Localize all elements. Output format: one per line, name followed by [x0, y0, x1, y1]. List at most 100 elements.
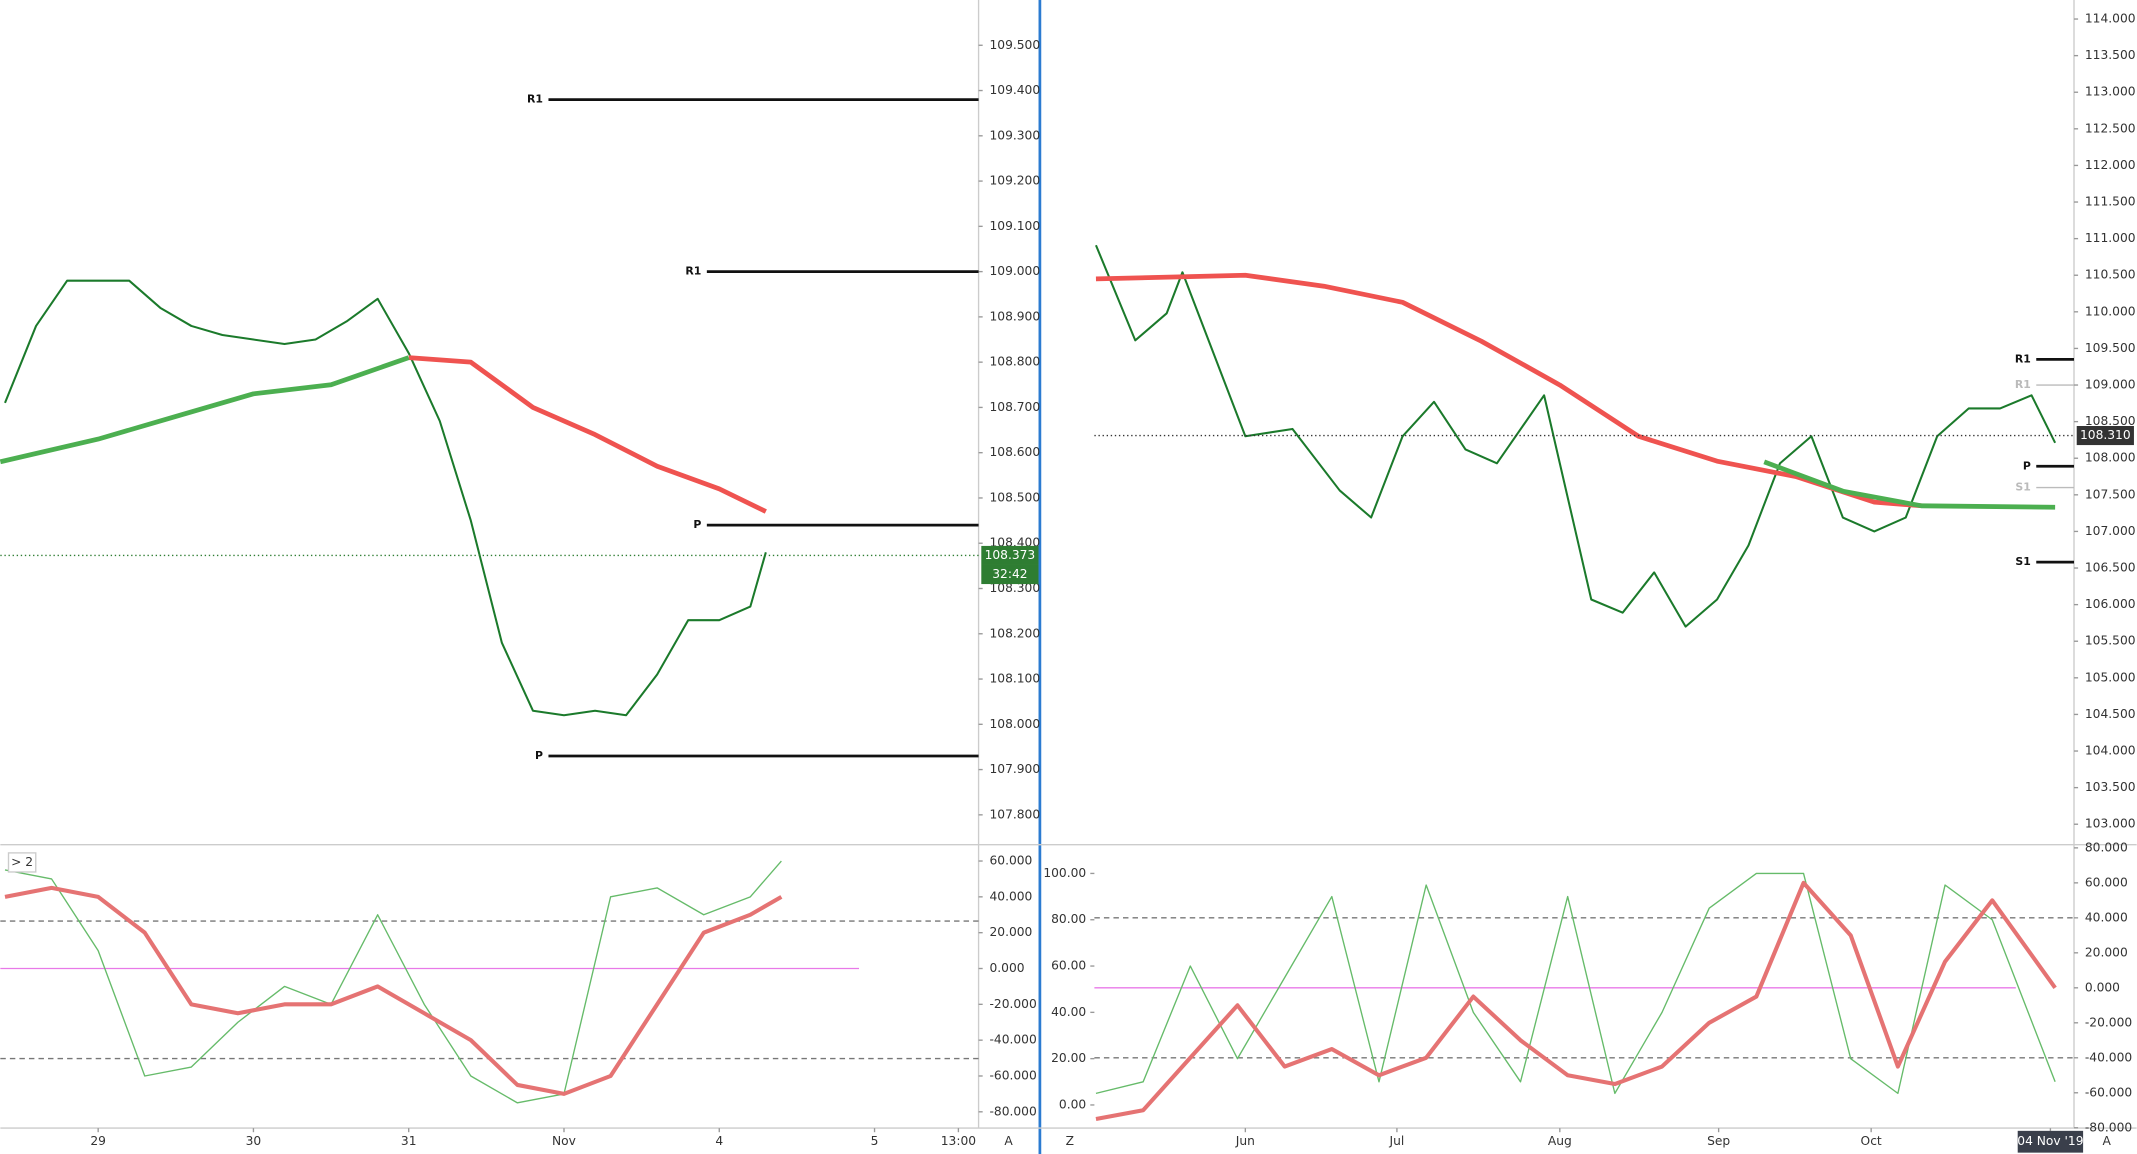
y-tick-label: 112.000 [2085, 158, 2136, 172]
pivot-label: P [2023, 459, 2031, 472]
y-tick-label: 108.200 [989, 626, 1040, 640]
y-tick-label: 108.100 [989, 672, 1040, 686]
x-tick-label: 5 [871, 1134, 879, 1148]
pane-tag: > 2 [11, 855, 33, 869]
pivot-label: S1 [2015, 481, 2030, 494]
price-tag-label: 108.373 [985, 548, 1036, 562]
y-tick-label: 111.000 [2085, 231, 2136, 245]
x-tick-label: Nov [552, 1134, 576, 1148]
y-tick-label: 109.000 [989, 264, 1040, 278]
pivot-label: P [535, 749, 543, 762]
y-tick-label: 107.900 [989, 762, 1040, 776]
pivot-label: S1 [2015, 555, 2030, 568]
y-tick-label: 108.300 [989, 581, 1040, 595]
y2-tick-label: 40.000 [2085, 910, 2128, 924]
y-tick-label: 113.000 [2085, 85, 2136, 99]
y-tick-label: 112.500 [2085, 121, 2136, 135]
y-tick-label: 0.000 [989, 961, 1024, 975]
y-tick-label: 107.500 [2085, 487, 2136, 501]
price-tag [981, 545, 1039, 565]
y-tick-label: -60.000 [989, 1068, 1036, 1082]
y-tick-label: 108.900 [989, 309, 1040, 323]
series-line [1095, 244, 2057, 628]
y-tick-label: 109.500 [2085, 341, 2136, 355]
y-tick-label: 111.500 [2085, 195, 2136, 209]
y-tick-label: 20.00 [1051, 1051, 1086, 1065]
x-tick-label: 31 [401, 1134, 417, 1148]
y-tick-label: 109.300 [989, 128, 1040, 142]
y-tick-label: 109.100 [989, 219, 1040, 233]
y-tick-label: 108.000 [2085, 451, 2136, 465]
x-tick-label: 29 [90, 1134, 106, 1148]
x-tick-label: 04 Nov '19 [2017, 1134, 2083, 1148]
countdown-label: 32:42 [992, 567, 1027, 581]
series-line [4, 279, 767, 717]
price-tag [2076, 426, 2134, 446]
y-tick-label: 114.000 [2085, 12, 2136, 26]
y-tick-label: 110.000 [2085, 304, 2136, 318]
x-tick-label: Sep [1707, 1134, 1730, 1148]
x-tick-label: 13:00 [941, 1134, 976, 1148]
y-tick-label: 100.00 [1043, 866, 1086, 880]
y-tick-label: 80.00 [1051, 912, 1086, 926]
y-tick-label: -40.000 [989, 1033, 1036, 1047]
y-tick-label: 104.000 [2085, 744, 2136, 758]
y-tick-label: 105.500 [2085, 634, 2136, 648]
series-line [4, 885, 783, 1096]
pivot-label: R1 [2015, 378, 2031, 391]
y-tick-label: 108.700 [989, 400, 1040, 414]
y-tick-label: 107.000 [2085, 524, 2136, 538]
y2-tick-label: 20.000 [2085, 945, 2128, 959]
x-tick-label: Oct [1861, 1134, 1882, 1148]
series-line [408, 355, 767, 514]
zoom-button[interactable]: Z [1066, 1134, 1074, 1148]
y-tick-label: 0.00 [1059, 1097, 1086, 1111]
x-tick-label: Aug [1548, 1134, 1572, 1148]
y-tick-label: 60.000 [989, 854, 1032, 868]
x-tick-label: 4 [715, 1134, 723, 1148]
x-tick-highlight [2017, 1130, 2084, 1153]
pivot-label: R1 [2015, 352, 2031, 365]
y2-tick-label: -60.000 [2085, 1085, 2132, 1099]
price-tag-label: 108.310 [2080, 428, 2131, 442]
y-tick-label: 109.400 [989, 83, 1040, 97]
y-tick-label: -80.000 [989, 1104, 1036, 1118]
y-tick-label: 60.00 [1051, 959, 1086, 973]
y-tick-label: 105.000 [2085, 670, 2136, 684]
y-tick-label: 110.500 [2085, 268, 2136, 282]
y-tick-label: -20.000 [989, 997, 1036, 1011]
y-tick-label: 106.500 [2085, 561, 2136, 575]
auto-scale-button[interactable]: A [1004, 1134, 1013, 1148]
series-line [0, 355, 410, 465]
y-tick-label: 20.000 [989, 925, 1032, 939]
series-line [4, 860, 782, 1104]
y2-tick-label: 60.000 [2085, 875, 2128, 889]
y-tick-label: 109.500 [989, 38, 1040, 52]
y-tick-label: 108.500 [989, 490, 1040, 504]
series-line [1095, 872, 2056, 1095]
y-tick-label: 108.800 [989, 355, 1040, 369]
y-tick-label: 40.000 [989, 889, 1032, 903]
y2-tick-label: 80.000 [2085, 840, 2128, 854]
x-tick-label: Jul [1389, 1134, 1405, 1148]
auto-scale-button[interactable]: A [2102, 1134, 2111, 1148]
y-tick-label: 106.000 [2085, 597, 2136, 611]
pivot-label: R1 [685, 265, 701, 278]
y2-tick-label: 0.000 [2085, 980, 2120, 994]
x-tick-label: 30 [246, 1134, 262, 1148]
y2-tick-label: -40.000 [2085, 1050, 2132, 1064]
pane-tag-box [7, 852, 37, 873]
y-tick-label: 109.000 [2085, 378, 2136, 392]
countdown-tag [981, 564, 1039, 585]
x-tick-label: Jun [1235, 1134, 1255, 1148]
y-tick-label: 109.200 [989, 174, 1040, 188]
y-tick-label: 113.500 [2085, 48, 2136, 62]
pivot-label: P [693, 518, 701, 531]
y-tick-label: 103.000 [2085, 817, 2136, 831]
y-tick-label: 107.800 [989, 807, 1040, 821]
y-tick-label: 108.500 [2085, 414, 2136, 428]
pivot-label: R1 [527, 93, 543, 106]
y2-tick-label: -20.000 [2085, 1015, 2132, 1029]
